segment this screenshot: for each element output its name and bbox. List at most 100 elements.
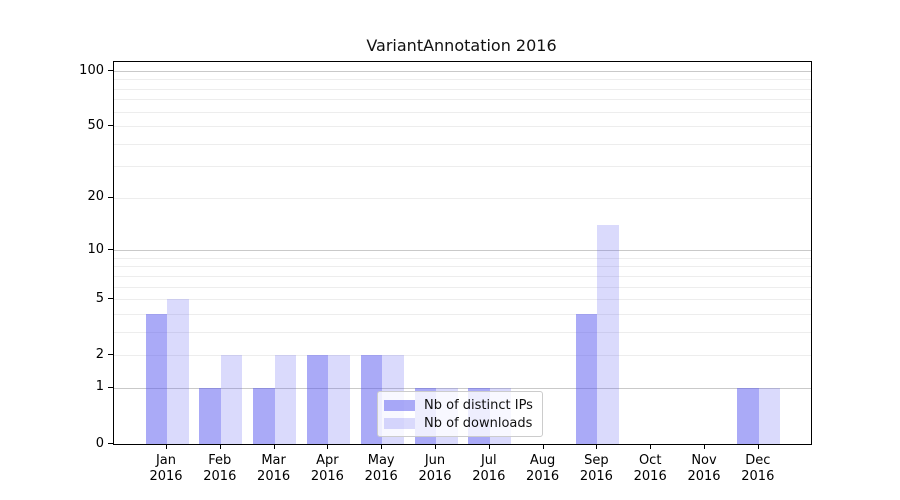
x-tick xyxy=(166,444,167,449)
x-tick-year: 2016 xyxy=(418,469,452,484)
distinct-ips-swatch xyxy=(384,399,415,411)
major-gridline xyxy=(114,250,811,252)
x-tick xyxy=(757,444,759,449)
y-tick xyxy=(108,354,113,356)
x-tick-year: 2016 xyxy=(364,469,398,484)
x-tick-label: Apr 2016 xyxy=(299,453,355,485)
y-tick xyxy=(108,125,113,127)
x-tick xyxy=(650,444,652,449)
x-tick-month: Nov xyxy=(691,453,717,468)
x-tick-year: 2016 xyxy=(149,469,183,484)
x-tick xyxy=(488,444,490,449)
x-tick xyxy=(435,444,436,449)
bar xyxy=(220,355,243,444)
minor-gridline xyxy=(114,299,811,301)
y-tick xyxy=(108,196,113,198)
bar xyxy=(737,387,759,444)
minor-gridline xyxy=(114,79,811,81)
minor-gridline xyxy=(114,355,811,357)
y-tick-label: 50 xyxy=(87,117,104,133)
bar xyxy=(306,355,329,444)
legend-row-distinct-ips: Nb of distinct IPs xyxy=(384,398,534,413)
y-tick-label: 5 xyxy=(95,290,104,306)
minor-gridline xyxy=(114,257,811,259)
bar xyxy=(167,299,189,444)
minor-gridline xyxy=(114,166,811,168)
x-tick-year: 2016 xyxy=(687,469,721,484)
minor-gridline xyxy=(114,286,811,288)
x-tick-year: 2016 xyxy=(579,469,613,484)
major-gridline xyxy=(114,71,811,72)
x-tick-label: May 2016 xyxy=(353,453,409,485)
legend-label-distinct-ips: Nb of distinct IPs xyxy=(424,397,533,413)
x-tick-year: 2016 xyxy=(633,469,667,484)
y-tick-label: 10 xyxy=(87,241,104,257)
bar xyxy=(575,313,598,444)
x-tick-month: Feb xyxy=(208,453,232,468)
x-tick-label: Aug 2016 xyxy=(515,453,571,485)
x-tick-month: Apr xyxy=(316,453,339,468)
bar xyxy=(328,355,350,444)
minor-gridline xyxy=(114,313,811,315)
y-tick-label: 20 xyxy=(87,189,104,205)
bar xyxy=(145,313,167,444)
x-tick xyxy=(219,444,221,449)
x-tick-month: Jan xyxy=(155,453,177,468)
x-tick-label: Sep 2016 xyxy=(568,453,624,485)
minor-gridline xyxy=(114,143,811,145)
x-tick-label: Feb 2016 xyxy=(192,453,248,485)
x-tick-year: 2016 xyxy=(472,469,506,484)
x-tick-month: Oct xyxy=(638,453,662,468)
bar xyxy=(274,355,297,444)
minor-gridline xyxy=(114,266,811,268)
x-tick-label: Jun 2016 xyxy=(407,453,463,485)
y-tick xyxy=(108,443,113,444)
x-tick-year: 2016 xyxy=(741,469,775,484)
plot-area xyxy=(113,61,812,445)
x-tick-label: Nov 2016 xyxy=(676,453,732,485)
bar xyxy=(253,387,275,444)
minor-gridline xyxy=(114,331,811,333)
minor-gridline xyxy=(114,126,811,128)
x-tick-label: Jul 2016 xyxy=(461,453,517,485)
x-tick-label: Dec 2016 xyxy=(730,453,786,485)
y-tick-label: 1 xyxy=(95,379,104,395)
x-tick-year: 2016 xyxy=(526,469,560,484)
x-tick-label: Mar 2016 xyxy=(246,453,302,485)
x-tick-month: Aug xyxy=(529,453,556,468)
x-tick-label: Oct 2016 xyxy=(622,453,678,485)
y-tick-label: 2 xyxy=(95,346,104,362)
x-tick xyxy=(596,444,598,449)
x-tick-month: May xyxy=(367,453,395,468)
x-tick xyxy=(704,444,705,449)
minor-gridline xyxy=(114,111,811,113)
y-tick-label: 0 xyxy=(95,435,104,451)
x-tick xyxy=(327,444,329,449)
x-tick-month: Jun xyxy=(424,453,446,468)
x-tick-year: 2016 xyxy=(257,469,291,484)
x-tick-month: Mar xyxy=(261,453,286,468)
downloads-swatch xyxy=(384,417,415,429)
minor-gridline xyxy=(114,275,811,277)
chart-title: VariantAnnotation 2016 xyxy=(366,36,557,55)
x-tick-month: Dec xyxy=(745,453,771,468)
bar xyxy=(597,225,619,444)
y-tick-label: 100 xyxy=(79,62,104,78)
x-tick-month: Sep xyxy=(584,453,609,468)
y-tick xyxy=(108,70,113,71)
x-tick-label: Jan 2016 xyxy=(138,453,194,485)
minor-gridline xyxy=(114,197,811,199)
minor-gridline xyxy=(114,99,811,101)
x-tick-month: Jul xyxy=(480,453,497,468)
bar xyxy=(199,387,221,444)
legend-row-downloads: Nb of downloads xyxy=(384,416,534,431)
x-tick-year: 2016 xyxy=(203,469,237,484)
x-tick xyxy=(273,444,275,449)
x-tick-year: 2016 xyxy=(310,469,344,484)
y-tick xyxy=(108,386,113,388)
major-gridline xyxy=(114,387,811,389)
minor-gridline xyxy=(114,88,811,90)
x-tick xyxy=(542,444,544,449)
legend-label-downloads: Nb of downloads xyxy=(424,415,533,431)
